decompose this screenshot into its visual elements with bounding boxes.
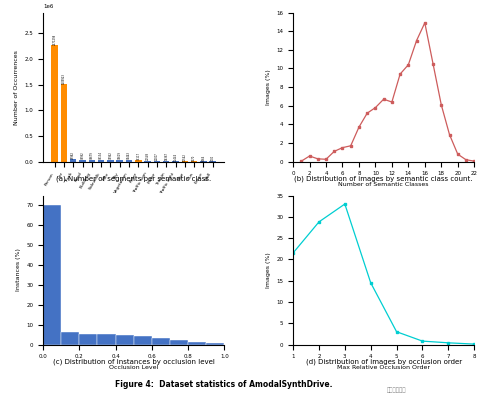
- Y-axis label: Images (%): Images (%): [266, 252, 271, 288]
- Text: (d) Distribution of images by occlusion order: (d) Distribution of images by occlusion …: [306, 358, 462, 365]
- Bar: [135, 160, 142, 162]
- Text: 2271298: 2271298: [53, 34, 57, 45]
- Bar: [51, 45, 58, 162]
- Bar: [188, 341, 206, 344]
- Text: Figure 4:  Dataset statistics of AmodalSynthDrive.: Figure 4: Dataset statistics of AmodalSy…: [115, 381, 333, 389]
- Bar: [97, 334, 115, 344]
- Bar: [206, 343, 224, 344]
- X-axis label: Semantic Classes: Semantic Classes: [106, 200, 161, 205]
- Text: 20007: 20007: [155, 152, 159, 160]
- X-axis label: Max Relative Occlusion Order: Max Relative Occlusion Order: [337, 365, 430, 370]
- Bar: [70, 159, 77, 162]
- Text: (b) Distribution of images by semantic class count.: (b) Distribution of images by semantic c…: [295, 175, 473, 182]
- Text: 39679: 39679: [90, 152, 94, 159]
- Text: 12444: 12444: [173, 152, 178, 160]
- Bar: [98, 160, 104, 162]
- Text: 37962: 37962: [108, 151, 113, 159]
- Bar: [126, 160, 132, 162]
- Text: 4000: 4000: [211, 155, 215, 161]
- Bar: [170, 339, 188, 344]
- X-axis label: Occlusion Level: Occlusion Level: [109, 365, 158, 370]
- Y-axis label: Instances (%): Instances (%): [16, 249, 21, 291]
- Bar: [134, 336, 152, 344]
- Text: 36443: 36443: [127, 151, 131, 159]
- Text: (a) Number of segments per semantic class.: (a) Number of segments per semantic clas…: [56, 175, 211, 182]
- Bar: [89, 160, 95, 162]
- Bar: [191, 161, 197, 162]
- Bar: [61, 332, 80, 344]
- Bar: [80, 333, 97, 344]
- Text: (c) Distribution of instances by occlusion level: (c) Distribution of instances by occlusi…: [53, 358, 215, 365]
- Y-axis label: Images (%): Images (%): [266, 69, 271, 105]
- Bar: [144, 160, 151, 162]
- Bar: [116, 160, 123, 162]
- Text: 18367: 18367: [164, 152, 168, 160]
- Text: 6764: 6764: [202, 155, 205, 161]
- Bar: [79, 160, 86, 162]
- Bar: [163, 161, 170, 162]
- Text: 39992: 39992: [80, 151, 84, 159]
- Bar: [61, 84, 67, 162]
- Text: 10542: 10542: [183, 152, 187, 161]
- Text: 39134: 39134: [99, 151, 103, 159]
- Text: 37619: 37619: [118, 151, 122, 159]
- Bar: [43, 205, 61, 344]
- Text: 43982: 43982: [71, 151, 75, 159]
- Y-axis label: Number of Occurrences: Number of Occurrences: [14, 50, 19, 125]
- Text: 1509923: 1509923: [62, 73, 66, 84]
- Bar: [107, 160, 114, 162]
- Text: 32117: 32117: [137, 152, 140, 160]
- Text: 9370: 9370: [192, 155, 196, 161]
- X-axis label: Number of Semantic Classes: Number of Semantic Classes: [338, 182, 429, 187]
- Bar: [182, 161, 188, 162]
- Text: 自动驾驶专栏: 自动驾驶专栏: [387, 388, 406, 393]
- Bar: [152, 338, 170, 344]
- Text: 21548: 21548: [146, 152, 149, 160]
- Bar: [115, 335, 134, 344]
- Bar: [154, 160, 160, 162]
- Bar: [172, 161, 179, 162]
